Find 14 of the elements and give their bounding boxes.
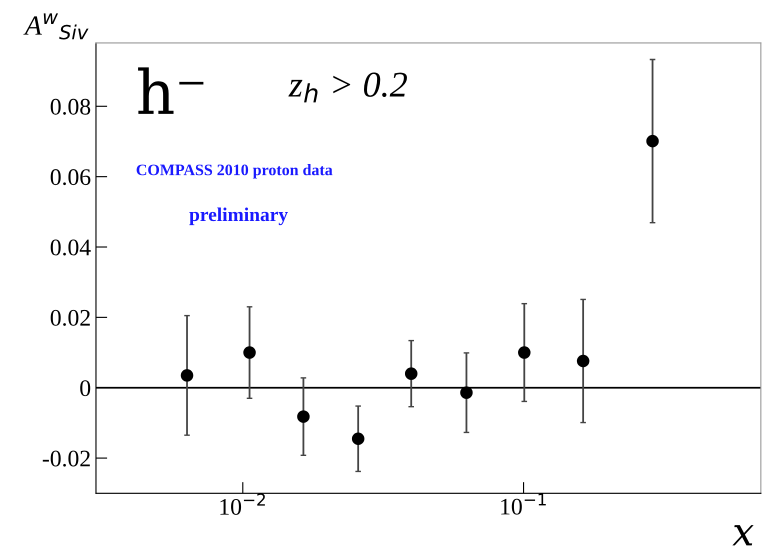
y-tick-label: 0.06 xyxy=(50,169,90,186)
x-axis-title: x xyxy=(732,525,754,546)
y-tick-label: -0.02 xyxy=(42,450,90,467)
annotation: z$_{h}$ > 0.2 xyxy=(288,72,407,102)
annotation: COMPASS 2010 proton data xyxy=(136,164,333,179)
y-axis-title: A$^{w}$$_{Siv}$ xyxy=(23,13,89,40)
annotation: h⁻ xyxy=(138,67,204,114)
y-tick-label: 0.08 xyxy=(50,98,90,115)
y-tick-label: 0 xyxy=(80,380,90,396)
x-tick-label: 10$^{−2}$ xyxy=(220,493,265,515)
y-tick-label: 0.04 xyxy=(50,240,91,256)
x-tick-label: 10$^{−1}$ xyxy=(501,493,546,515)
annotation: preliminary xyxy=(189,207,288,226)
y-tick-label: 0.02 xyxy=(50,310,90,326)
